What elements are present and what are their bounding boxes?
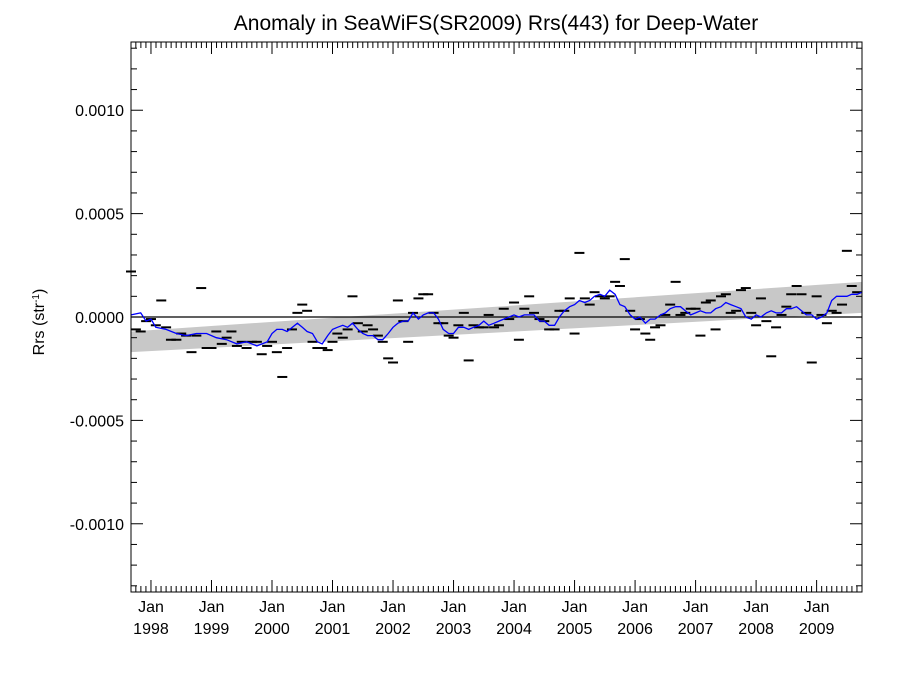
x-tick-label-year: 2004 [496, 621, 532, 638]
x-tick-label-year: 2009 [799, 621, 835, 638]
x-tick-label-month: Jan [683, 599, 709, 616]
y-tick-label: -0.0005 [70, 413, 124, 430]
chart-title: Anomaly in SeaWiFS(SR2009) Rrs(443) for … [234, 12, 758, 35]
plot-area: -0.0010 -0.0005 0.0000 0.0005 0.0010 Jan 1998 J… [70, 41, 863, 638]
x-tick-label-month: Jan [199, 599, 225, 616]
x-tick-label-year: 2007 [678, 621, 714, 638]
x-tick-label-year: 2008 [738, 621, 774, 638]
x-tick-label-month: Jan [562, 599, 588, 616]
x-tick-label-year: 1998 [133, 621, 169, 638]
y-tick-label: 0.0010 [75, 103, 124, 120]
x-tick-label-year: 2001 [315, 621, 351, 638]
x-tick-label-year: 2002 [375, 621, 411, 638]
x-tick-label-month: Jan [380, 599, 406, 616]
y-tick-label: 0.0000 [75, 310, 124, 327]
x-tick-label-month: Jan [804, 599, 830, 616]
x-tick-label-year: 2000 [254, 621, 290, 638]
x-tick-label-month: Jan [622, 599, 648, 616]
y-axis-label: Rrs (str-1) [31, 289, 49, 356]
y-tick-label: -0.0010 [70, 517, 124, 534]
y-axis-label-main: Rrs (str [31, 302, 48, 355]
x-tick-label-year: 2003 [436, 621, 472, 638]
y-axis-label-close: ) [31, 289, 48, 294]
x-tick-label-month: Jan [259, 599, 285, 616]
x-tick-label-month: Jan [441, 599, 467, 616]
x-tick-label-year: 1999 [194, 621, 230, 638]
y-axis-label-superscript: -1 [31, 294, 42, 303]
x-tick-label-month: Jan [743, 599, 769, 616]
x-tick-label-year: 2005 [557, 621, 593, 638]
x-tick-label-month: Jan [501, 599, 527, 616]
x-tick-label-month: Jan [138, 599, 164, 616]
x-tick-label-month: Jan [320, 599, 346, 616]
y-tick-label: 0.0005 [75, 207, 124, 224]
x-tick-label-year: 2006 [617, 621, 653, 638]
smoothed-series-line [130, 289, 863, 347]
